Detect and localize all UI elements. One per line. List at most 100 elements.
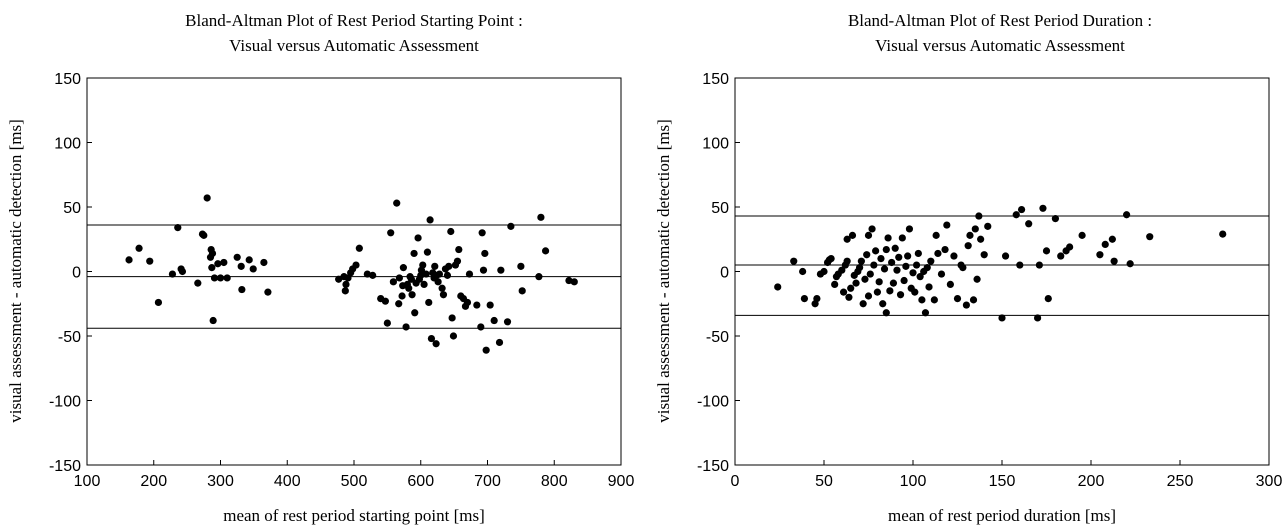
data-point (264, 288, 272, 296)
data-point (1057, 252, 1065, 260)
data-point (886, 287, 894, 295)
data-point (909, 269, 917, 277)
data-point (896, 291, 905, 299)
data-point (902, 262, 910, 270)
data-point (973, 275, 981, 283)
data-point (398, 292, 406, 300)
data-point (1025, 220, 1033, 228)
data-point (857, 257, 865, 265)
data-point (1078, 231, 1086, 239)
data-point (541, 247, 550, 255)
data-point (923, 264, 931, 272)
x-axis-label: mean of rest period duration [ms] (888, 506, 1116, 525)
data-point (1012, 211, 1020, 219)
data-point (203, 194, 211, 202)
chart-title-line-2: Visual versus Automatic Assessment (229, 36, 479, 55)
data-point (914, 249, 922, 258)
data-point (1123, 211, 1131, 219)
data-point (431, 262, 439, 270)
data-point (1110, 257, 1118, 265)
data-point (486, 301, 494, 309)
x-axis-label: mean of rest period starting point [ms] (223, 506, 485, 525)
data-point (200, 231, 208, 239)
data-point (168, 270, 177, 278)
data-point (946, 280, 954, 288)
data-point (383, 319, 391, 327)
y-tick-label: 100 (54, 136, 81, 153)
data-point (432, 340, 440, 348)
data-point (455, 245, 463, 254)
data-point (856, 264, 864, 272)
data-point (411, 309, 419, 317)
data-point (369, 271, 377, 279)
data-point (477, 323, 485, 331)
chart-title-line-1: Bland-Altman Plot of Rest Period Startin… (185, 11, 523, 30)
data-point (1051, 215, 1059, 223)
data-point (135, 244, 143, 252)
y-tick-label: 0 (72, 265, 81, 282)
data-point (879, 300, 887, 308)
data-points (125, 194, 578, 354)
data-point (453, 257, 462, 265)
data-point (208, 264, 216, 272)
data-point (427, 334, 436, 343)
data-point (918, 296, 926, 304)
data-point (402, 323, 410, 331)
data-point (352, 261, 360, 269)
x-tick-label: 50 (815, 473, 833, 490)
data-point (1146, 233, 1154, 241)
data-point (964, 242, 972, 250)
x-tick-label: 600 (407, 473, 434, 490)
data-point (443, 271, 452, 279)
data-point (861, 275, 869, 283)
data-point (445, 262, 453, 270)
data-point (975, 212, 983, 220)
data-point (925, 283, 933, 291)
data-point (223, 274, 231, 282)
data-point (434, 278, 442, 286)
data-point (194, 279, 202, 287)
data-point (895, 253, 903, 261)
data-point (1101, 240, 1109, 249)
data-point (863, 251, 871, 259)
y-tick-label: -100 (697, 394, 729, 411)
y-tick-label: 50 (63, 200, 81, 217)
data-point (950, 252, 958, 260)
data-point (980, 251, 988, 259)
data-point (408, 291, 416, 299)
data-point (465, 270, 474, 278)
data-point (864, 231, 873, 239)
data-point (969, 296, 978, 304)
data-point (387, 229, 395, 237)
data-point (977, 235, 985, 243)
data-point (864, 292, 873, 300)
data-point (245, 256, 253, 264)
data-point (959, 264, 967, 272)
data-point (877, 255, 885, 263)
y-tick-label: -50 (58, 329, 81, 346)
x-tick-label: 400 (274, 473, 301, 490)
y-axis: -150 -100 -50 0 50 100 150 (697, 71, 740, 475)
x-tick-label: 200 (1078, 473, 1105, 490)
data-point (216, 274, 225, 282)
y-axis-label: visual assessment - automatic detection … (654, 119, 673, 423)
data-point (953, 294, 962, 303)
x-tick-label: 700 (474, 473, 501, 490)
y-tick-label: -50 (706, 329, 729, 346)
data-point (178, 267, 187, 276)
data-point (839, 288, 848, 296)
data-point (900, 276, 908, 285)
data-point (420, 280, 428, 288)
data-point (843, 235, 851, 243)
data-point (1001, 252, 1010, 260)
y-tick-label: -100 (49, 394, 81, 411)
data-point (174, 224, 182, 232)
data-point (395, 274, 403, 282)
data-point (238, 285, 246, 294)
data-point (1219, 230, 1227, 238)
data-point (875, 278, 883, 286)
data-point (774, 283, 782, 291)
y-tick-label: 150 (702, 71, 729, 88)
x-tick-label: 200 (140, 473, 167, 490)
